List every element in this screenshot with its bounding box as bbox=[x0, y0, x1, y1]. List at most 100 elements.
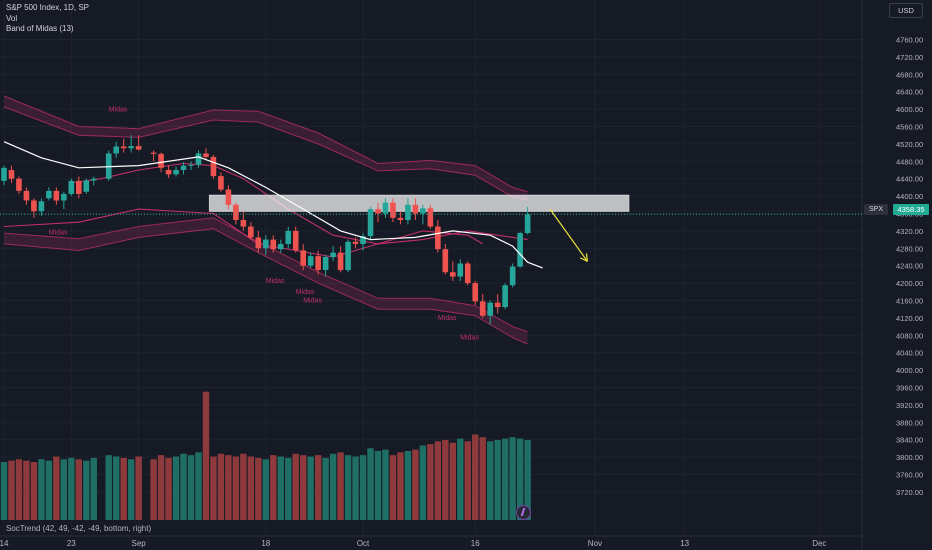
currency-button[interactable]: USD bbox=[889, 3, 923, 18]
candle-body bbox=[442, 249, 449, 273]
price-axis-label: 4120.00 bbox=[896, 314, 923, 323]
candle-body bbox=[524, 214, 531, 234]
volume-bar bbox=[262, 459, 269, 520]
volume-bar bbox=[516, 438, 524, 520]
candle-body bbox=[23, 190, 30, 201]
time-axis-label: 23 bbox=[67, 539, 76, 548]
price-axis-label: 3960.00 bbox=[896, 384, 923, 393]
candle-body bbox=[128, 146, 134, 149]
volume-bar bbox=[494, 439, 501, 520]
volume-bar bbox=[105, 455, 112, 520]
time-axis-label: Dec bbox=[812, 539, 826, 548]
volume-bar bbox=[270, 455, 277, 520]
candle-body bbox=[285, 230, 292, 244]
volume-bar bbox=[225, 455, 232, 520]
volume-bar bbox=[232, 456, 240, 520]
midas-band-edge bbox=[3, 228, 528, 345]
volume-bar bbox=[359, 455, 367, 520]
volume-bar bbox=[389, 455, 397, 520]
candle-body bbox=[457, 263, 464, 277]
soctrend-indicator-label[interactable]: SocTrend (42, 49, -42, -49, bottom, righ… bbox=[6, 524, 152, 533]
candle-body bbox=[68, 180, 75, 194]
candle-body bbox=[322, 257, 329, 271]
candle-body bbox=[517, 233, 523, 267]
volume-bar bbox=[165, 457, 172, 520]
candle-body bbox=[173, 170, 179, 175]
midas-label: Midas bbox=[266, 278, 285, 285]
candle-body bbox=[382, 202, 389, 214]
volume-bar bbox=[240, 453, 247, 520]
resistance-zone bbox=[208, 194, 630, 212]
candle-body bbox=[307, 256, 314, 266]
volume-bar bbox=[479, 437, 486, 520]
volume-bar bbox=[509, 437, 516, 520]
midas-label: Midas bbox=[109, 106, 128, 113]
volume-bar bbox=[150, 459, 157, 520]
legend-title[interactable]: S&P 500 Index, 1D, SP bbox=[6, 3, 90, 12]
legend-indicator[interactable]: Band of Midas (13) bbox=[6, 24, 74, 33]
candle-body bbox=[390, 202, 396, 218]
volume-bar bbox=[382, 449, 389, 520]
candle-body bbox=[53, 190, 60, 201]
volume-bar bbox=[0, 462, 8, 520]
price-axis-label: 3720.00 bbox=[896, 488, 923, 497]
candle-body bbox=[263, 239, 269, 249]
volume-bar bbox=[23, 460, 30, 520]
volume-bar bbox=[187, 455, 195, 520]
volume-bar bbox=[30, 462, 38, 520]
volume-bar bbox=[487, 441, 494, 520]
candle-body bbox=[61, 193, 67, 201]
candle-body bbox=[277, 243, 284, 250]
volume-bar bbox=[172, 456, 180, 520]
candle-body bbox=[330, 252, 336, 257]
candle-body bbox=[165, 170, 172, 175]
candle-body bbox=[502, 285, 508, 308]
price-axis-label: 4720.00 bbox=[896, 53, 923, 62]
price-axis-label: 4000.00 bbox=[896, 366, 923, 375]
volume-bar bbox=[329, 453, 337, 520]
volume-bar bbox=[404, 451, 412, 520]
volume-bar bbox=[53, 456, 60, 520]
volume-bar bbox=[314, 455, 322, 520]
candle-body bbox=[360, 236, 366, 244]
legend-vol[interactable]: Vol bbox=[6, 13, 18, 23]
candle-body bbox=[218, 176, 224, 190]
volume-bar bbox=[60, 459, 68, 520]
time-axis-label: Sep bbox=[132, 539, 147, 548]
volume-bar bbox=[202, 391, 210, 520]
volume-bar bbox=[277, 456, 284, 520]
volume-bar bbox=[75, 459, 82, 520]
price-axis-label: 3760.00 bbox=[896, 471, 923, 480]
candle-body bbox=[83, 180, 90, 192]
midas-label: Midas bbox=[303, 298, 322, 305]
volume-bar bbox=[292, 453, 299, 520]
price-axis-label: 4440.00 bbox=[896, 175, 923, 184]
chart-legend: S&P 500 Index, 1D, SP Vol Band of Midas … bbox=[6, 3, 89, 35]
candle-body bbox=[487, 302, 493, 316]
price-axis-label: 4080.00 bbox=[896, 331, 923, 340]
volume-bar bbox=[344, 455, 352, 520]
candle-body bbox=[427, 208, 434, 227]
midas-band-edge bbox=[3, 95, 528, 193]
candle-body bbox=[8, 170, 15, 179]
candle-body bbox=[397, 217, 404, 221]
candle-body bbox=[337, 252, 344, 271]
price-axis-label: 3840.00 bbox=[896, 436, 923, 445]
price-axis-label: 4480.00 bbox=[896, 157, 923, 166]
price-axis-label: 4640.00 bbox=[896, 88, 923, 97]
time-axis-label: Nov bbox=[588, 539, 602, 548]
candle-body bbox=[38, 201, 45, 212]
volume-bar bbox=[210, 456, 217, 520]
volume-bar bbox=[449, 442, 456, 520]
price-axis-label: 4280.00 bbox=[896, 244, 923, 253]
price-axis-label: 4400.00 bbox=[896, 192, 923, 201]
volume-bar bbox=[15, 459, 23, 520]
midas-band-edge bbox=[3, 106, 528, 201]
volume-bar bbox=[113, 456, 120, 520]
volume-bar bbox=[255, 457, 262, 520]
midas-label: Midas bbox=[438, 315, 457, 322]
volume-bar bbox=[457, 438, 464, 520]
candle-body bbox=[509, 266, 516, 286]
lightning-icon[interactable] bbox=[516, 505, 531, 520]
